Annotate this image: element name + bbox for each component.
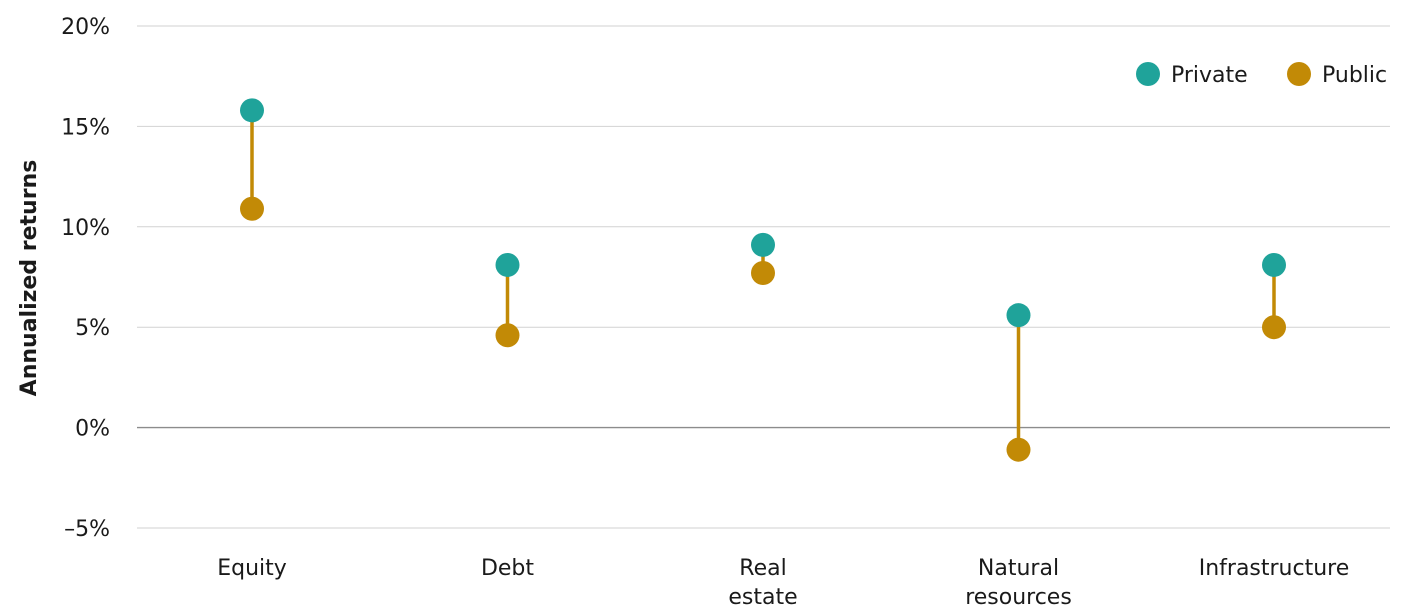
private-point [1006, 303, 1031, 328]
x-tick-label: Natural resources [965, 556, 1072, 610]
x-tick-label: Equity [217, 556, 287, 581]
x-tick-label: Infrastructure [1199, 556, 1350, 581]
x-tick-label: Real estate [728, 556, 797, 610]
x-tick-label: Debt [481, 556, 534, 581]
public-point [751, 260, 775, 285]
legend-label-private: Private [1171, 63, 1248, 88]
public-point [1262, 315, 1286, 340]
gridlines [137, 25, 1390, 529]
y-tick-label: 5% [75, 316, 110, 341]
private-point [240, 98, 264, 123]
y-tick-label: 0% [75, 417, 110, 442]
private-point [751, 232, 775, 257]
public-point [495, 323, 520, 348]
legend: Private Public [1136, 62, 1387, 88]
legend-label-public: Public [1322, 63, 1387, 88]
data-points [240, 98, 1286, 462]
private-point [1262, 252, 1286, 277]
y-tick-label: 10% [61, 216, 110, 241]
y-axis-title: Annualized returns [17, 160, 42, 397]
legend-marker-public [1287, 62, 1311, 86]
x-axis: Equity Debt Real estate Natural resources Infr… [217, 556, 1349, 610]
y-tick-label: 20% [61, 15, 110, 40]
y-axis: 20% 15% 10% 5% 0% –5% [61, 15, 110, 542]
y-tick-label: –5% [64, 517, 110, 542]
private-point [495, 252, 520, 277]
public-point [240, 196, 264, 221]
public-point [1006, 437, 1031, 462]
y-tick-label: 15% [61, 115, 110, 140]
legend-marker-private [1136, 62, 1160, 86]
